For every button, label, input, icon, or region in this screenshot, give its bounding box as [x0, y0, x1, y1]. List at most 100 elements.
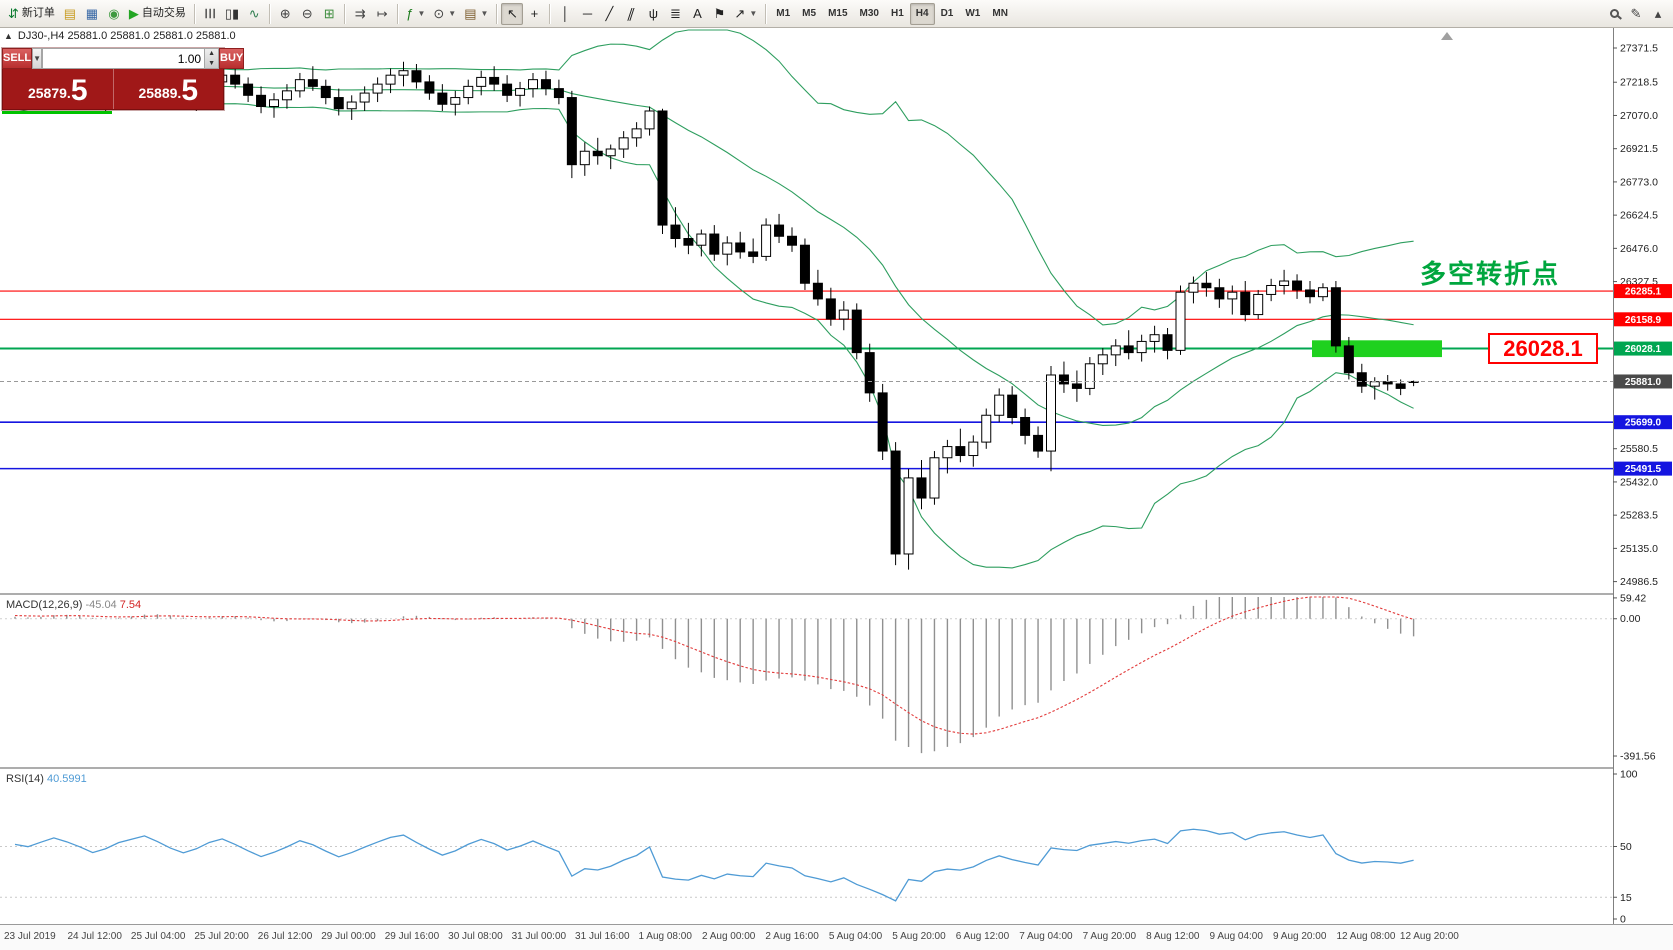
timeframe-m15-button[interactable]: M15	[822, 3, 853, 25]
chart-canvas[interactable]: 23 Jul 2019 24 Jul 12:00 25 Jul 04:00 25 Ju…	[0, 28, 1673, 950]
autotrading-button[interactable]: ▶ 自动交易	[125, 3, 190, 25]
timeframe-m30-button[interactable]: M30	[854, 3, 885, 25]
autotrading-button-label: 自动交易	[141, 7, 186, 19]
candle-body	[851, 309, 862, 354]
candle-body	[1253, 293, 1264, 316]
pitchfork-icon: ψ	[648, 6, 659, 21]
line-price-label: 26285.1	[1625, 287, 1662, 298]
zoom-out-button[interactable]: ⊖	[296, 3, 318, 25]
shapes-button[interactable]: ↗ ▼	[730, 3, 761, 25]
candle-body	[1136, 340, 1147, 354]
chart-shift-marker[interactable]	[1441, 32, 1453, 40]
time-axis-tick-label: 2 Aug 00:00	[702, 931, 756, 942]
time-axis-tick-label: 6 Aug 12:00	[956, 931, 1010, 942]
zoom-in-button[interactable]: ⊕	[274, 3, 296, 25]
candle-body	[1305, 289, 1315, 298]
new-order-icon: ⇵	[8, 6, 19, 21]
tile-windows-button[interactable]: ⊞	[318, 3, 340, 25]
candle-body	[1292, 280, 1303, 291]
trendline-icon: ╱	[605, 6, 614, 21]
horizontal-line-icon: ─	[582, 6, 593, 21]
channel-button[interactable]: ∥	[620, 3, 642, 25]
templates-button[interactable]: ▤ ▼	[460, 3, 492, 25]
pitchfork-button[interactable]: ψ	[642, 3, 664, 25]
vertical-line-button[interactable]: │	[554, 3, 576, 25]
time-axis-tick-label: 7 Aug 20:00	[1083, 931, 1137, 942]
timeframe-mn-button[interactable]: MN	[986, 3, 1014, 25]
line-chart-button[interactable]: ∿	[243, 3, 265, 25]
sell-price-button[interactable]: 25879. 5	[3, 69, 113, 109]
candle-body	[359, 92, 370, 103]
price-axis-tick-label: 25580.5	[1620, 443, 1658, 455]
data-window-button[interactable]: ▦	[81, 3, 103, 25]
volume-decrease-button[interactable]: ▼	[208, 59, 216, 67]
timeframe-w1-button[interactable]: W1	[959, 3, 986, 25]
buy-price-main: 25889.	[138, 85, 182, 101]
sell-button[interactable]: SELL	[2, 48, 33, 69]
candle-body	[320, 85, 331, 99]
label-button[interactable]: ⚑	[708, 3, 730, 25]
price-axis-tick-label: 26773.0	[1620, 176, 1658, 188]
tile-windows-icon: ⊞	[323, 6, 335, 21]
ohlc-text: DJ30-,H4 25881.0 25881.0 25881.0 25881.0	[17, 30, 236, 42]
volume-input[interactable]	[43, 49, 205, 68]
candle-body	[346, 101, 357, 110]
line-price-label: 26158.9	[1625, 315, 1662, 326]
line-price-label: 25699.0	[1625, 418, 1662, 429]
candle-body	[553, 88, 564, 99]
candle-body	[916, 477, 927, 499]
sell-price-main: 25879.	[27, 85, 71, 101]
bollinger-band-up	[14, 29, 1414, 326]
toolbar-right-groups: ✎ ▴	[1603, 3, 1669, 25]
search-button[interactable]	[1603, 3, 1625, 25]
collapse-toolbar-button[interactable]: ▴	[1647, 3, 1669, 25]
periods-button[interactable]: ⊙ ▼	[429, 3, 460, 25]
chevron-down-icon: ▼	[33, 54, 42, 63]
timeframe-m1-button[interactable]: M1	[770, 3, 796, 25]
panel-splitter[interactable]	[0, 767, 1673, 769]
new-order-button[interactable]: ⇵ 新订单	[4, 3, 59, 25]
crosshair-button[interactable]: +	[523, 3, 545, 25]
panel-splitter[interactable]	[0, 593, 1673, 595]
rsi-panel	[0, 828, 1613, 902]
timeframe-m5-button[interactable]: M5	[796, 3, 822, 25]
edit-button[interactable]: ✎	[1625, 3, 1647, 25]
macd-axis-label: 59.42	[1620, 592, 1646, 604]
fibonacci-button[interactable]: ≣	[664, 3, 686, 25]
volume-spinner: ▲ ▼	[204, 49, 219, 68]
candle-body	[476, 76, 487, 87]
time-axis: 23 Jul 2019 24 Jul 12:00 25 Jul 04:00 25 Ju…	[0, 925, 1673, 950]
candle-body	[450, 97, 461, 105]
macd-signal-line	[14, 596, 1414, 735]
horizontal-line-button[interactable]: ─	[576, 3, 598, 25]
navigator-button[interactable]: ◉	[103, 3, 125, 25]
trendline-button[interactable]: ╱	[598, 3, 620, 25]
candle-body	[605, 148, 616, 157]
time-axis-background	[0, 925, 1673, 950]
rsi-value: 40.5991	[46, 773, 87, 785]
buy-button[interactable]: BUY	[219, 48, 245, 69]
candlestick-chart-button[interactable]: ▯▮	[221, 3, 243, 25]
bar-chart-button[interactable]: ☰	[199, 3, 221, 25]
one-click-collapse-icon[interactable]: ▲	[4, 31, 13, 41]
price-callout-box[interactable]: 26028.1	[1488, 333, 1598, 364]
timeframe-d1-button[interactable]: D1	[935, 3, 960, 25]
rsi-axis-label: 0	[1620, 914, 1626, 926]
text-button[interactable]: A	[686, 3, 708, 25]
time-axis-tick-label: 29 Jul 16:00	[385, 931, 440, 942]
indicators-button[interactable]: ƒ ▼	[402, 3, 429, 25]
auto-scroll-button[interactable]: ⇉	[349, 3, 371, 25]
price-axis-tick-label: 26624.5	[1620, 210, 1658, 222]
candle-body	[1356, 372, 1367, 387]
time-axis-tick-label: 5 Aug 04:00	[829, 931, 883, 942]
order-type-dropdown[interactable]: ▼	[32, 48, 43, 69]
main-price-panel	[0, 29, 1613, 570]
volume-increase-button[interactable]: ▲	[208, 50, 216, 57]
cursor-button[interactable]: ↖	[501, 2, 524, 25]
bollinger-band-lo	[14, 103, 1414, 569]
timeframe-h1-button[interactable]: H1	[885, 3, 910, 25]
timeframe-h4-button[interactable]: H4	[909, 2, 935, 25]
buy-price-button[interactable]: 25889. 5	[114, 69, 224, 109]
market-watch-button[interactable]: ▤	[59, 3, 81, 25]
chart-shift-button[interactable]: ↦	[371, 3, 393, 25]
